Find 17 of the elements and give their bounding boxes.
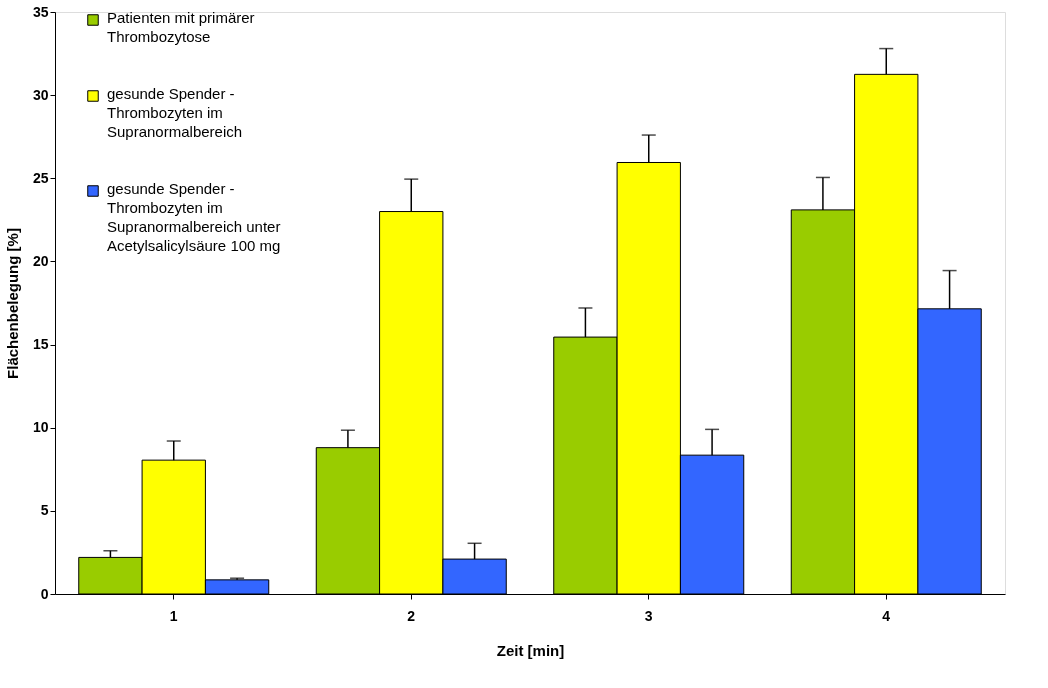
x-axis-title: Zeit [min] [496,641,565,659]
y-tick-label: 35 [32,3,49,20]
x-tick-label: 1 [169,607,178,624]
y-tick-label: 25 [32,169,49,186]
y-tick-label: 30 [32,86,49,103]
y-axis-title: Flächenbelegung [%] [3,228,21,379]
legend-label: gesunde Spender - Thrombozyten im Supranormalbereich [107,85,243,140]
legend-label: Patienten mit primärer Thrombozytose [107,9,255,45]
y-tick-label: 20 [32,252,49,269]
y-tick-label: 10 [32,419,49,436]
x-tick-label: 2 [407,607,416,624]
legend-label: gesunde Spender - Thrombozyten im Supranormalbereich unter Acetylsalicylsäure 100 mg [107,180,281,254]
y-tick-label: 5 [40,502,49,519]
y-tick-label: 15 [32,336,49,353]
x-tick-label: 4 [882,607,891,624]
y-tick-label: 0 [40,585,49,602]
x-tick-label: 3 [644,607,653,624]
